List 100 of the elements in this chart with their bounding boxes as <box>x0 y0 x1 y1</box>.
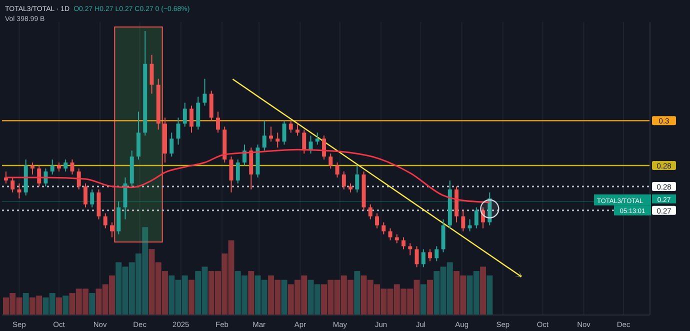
candlestick <box>322 135 326 160</box>
candlestick <box>110 222 114 238</box>
bar <box>340 275 347 315</box>
bar <box>202 266 208 315</box>
candlestick <box>276 132 280 148</box>
bar <box>136 253 142 315</box>
bar <box>142 227 148 315</box>
bar <box>394 284 400 315</box>
bar <box>208 271 214 315</box>
bar <box>242 275 248 315</box>
candlestick <box>10 176 15 193</box>
bar <box>82 288 88 315</box>
bar <box>16 297 22 315</box>
candlestick <box>136 111 140 160</box>
candlestick <box>170 132 174 158</box>
bar <box>414 280 420 315</box>
candlestick <box>288 120 293 134</box>
candlestick <box>64 159 68 172</box>
candlestick <box>262 120 266 152</box>
candlestick <box>434 246 439 262</box>
bar <box>168 275 175 315</box>
bar <box>89 293 96 315</box>
bar <box>387 288 394 315</box>
bar <box>400 288 407 315</box>
bar <box>215 271 221 315</box>
bar <box>427 280 434 315</box>
bar <box>454 271 460 315</box>
bar <box>76 288 82 315</box>
bar <box>222 253 228 315</box>
bar <box>434 271 440 315</box>
candlestick <box>37 165 42 187</box>
bar <box>486 275 493 315</box>
bar <box>308 280 314 315</box>
bar <box>36 296 42 315</box>
bar <box>440 266 446 315</box>
candlestick <box>461 210 466 232</box>
bar <box>314 284 320 315</box>
bar <box>122 266 128 315</box>
candlestick <box>342 170 346 190</box>
candlestick <box>249 147 254 190</box>
bar <box>29 297 36 315</box>
bar <box>148 249 155 315</box>
candlestick <box>402 236 406 250</box>
candlestick <box>216 111 220 134</box>
bar <box>10 293 16 315</box>
bar <box>248 271 254 315</box>
candlestick <box>50 159 54 175</box>
bar <box>42 297 49 315</box>
bar <box>62 296 69 315</box>
candlestick <box>83 182 88 208</box>
bar <box>288 284 294 315</box>
bar <box>69 293 76 315</box>
bar <box>460 275 466 315</box>
bar <box>407 288 414 315</box>
bar <box>446 262 453 315</box>
candlestick <box>315 132 320 146</box>
bar <box>261 280 268 315</box>
candlestick <box>30 162 34 175</box>
bar <box>360 275 367 315</box>
bar <box>281 280 288 315</box>
candlestick <box>335 162 340 178</box>
candlestick <box>382 222 386 235</box>
candlestick <box>328 153 333 169</box>
bar <box>49 293 56 315</box>
candlestick <box>481 206 486 229</box>
candlestick <box>428 248 432 262</box>
bar <box>195 271 202 315</box>
bar <box>109 275 115 315</box>
bar <box>480 266 486 315</box>
candlestick <box>355 165 360 193</box>
candlestick <box>236 159 240 184</box>
candlestick <box>474 206 478 229</box>
bar <box>420 284 426 315</box>
candlestick <box>441 218 446 253</box>
bar <box>155 262 162 315</box>
candlestick <box>421 248 426 268</box>
candlestick <box>182 102 187 128</box>
bar <box>328 280 334 315</box>
bar <box>354 271 360 315</box>
bar <box>334 280 340 315</box>
bar <box>301 275 308 315</box>
candlestick <box>190 105 194 134</box>
candlestick <box>209 90 214 122</box>
bar <box>321 284 327 315</box>
bar <box>188 280 194 315</box>
bar <box>374 284 380 315</box>
candlestick <box>96 188 101 220</box>
candlestick <box>375 212 380 229</box>
candlestick <box>116 200 121 235</box>
bar <box>116 262 122 315</box>
candlestick <box>388 228 392 241</box>
bar <box>473 271 480 315</box>
bar <box>254 275 261 315</box>
candlestick <box>414 246 419 268</box>
bar <box>380 288 387 315</box>
candlestick <box>269 126 273 142</box>
candlestick <box>488 192 492 226</box>
candlestick <box>103 212 108 229</box>
candlestick <box>196 96 200 130</box>
candlestick <box>368 204 372 220</box>
